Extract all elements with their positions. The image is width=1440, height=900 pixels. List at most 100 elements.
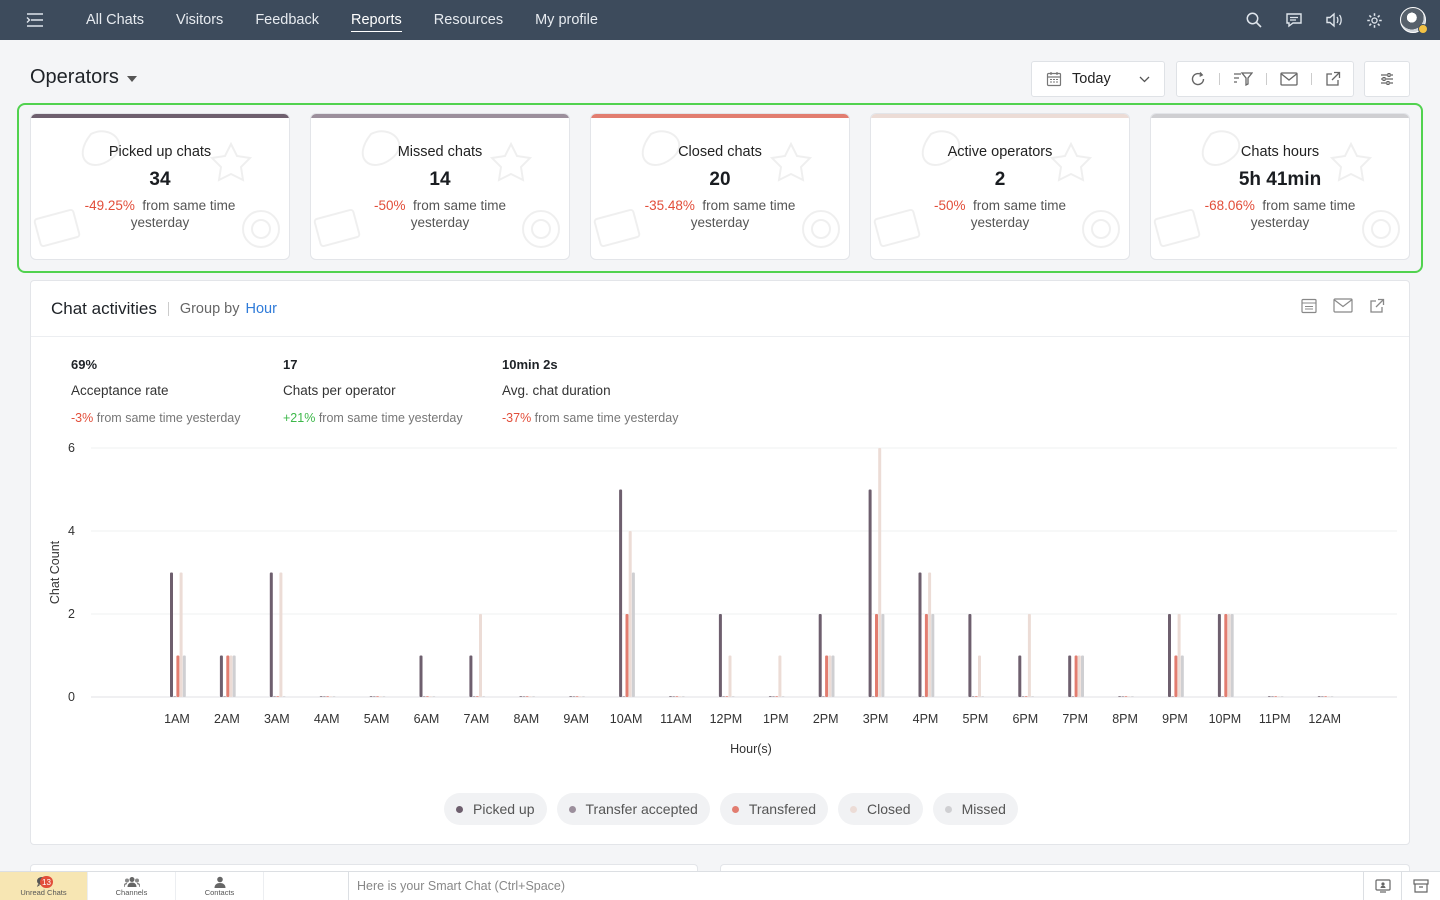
stat-label: Avg. chat duration — [502, 383, 611, 398]
kpi-delta-percent: -68.06% — [1204, 198, 1255, 213]
group-icon — [123, 876, 140, 887]
bar-transfer-accepted — [871, 696, 875, 697]
bar-picked-up — [319, 696, 323, 697]
kpi-value: 14 — [429, 169, 451, 190]
bar-closed — [828, 655, 832, 697]
bar-transfered — [525, 696, 529, 697]
bar-closed — [928, 572, 932, 697]
menu-toggle-button[interactable] — [0, 0, 70, 40]
search-button[interactable] — [1234, 0, 1274, 40]
person-icon — [214, 876, 225, 888]
x-tick-label: 6PM — [1012, 712, 1038, 726]
page-title-dropdown[interactable]: Operators — [30, 66, 137, 89]
bar-missed — [831, 655, 835, 697]
bar-missed — [1280, 696, 1284, 697]
bar-closed — [1277, 696, 1281, 697]
contacts-tab[interactable]: Contacts — [176, 872, 264, 900]
nav-tab-all-chats[interactable]: All Chats — [86, 12, 145, 28]
bar-transfer-accepted — [921, 696, 925, 697]
bar-picked-up — [718, 614, 722, 697]
notes-button[interactable] — [1402, 872, 1440, 900]
chats-button[interactable] — [1274, 0, 1314, 40]
kpi-delta-text: from same time yesterday — [970, 198, 1067, 230]
nav-tab-reports[interactable]: Reports — [335, 0, 418, 40]
kpi-delta: -35.48% from same time yesterday — [635, 197, 805, 231]
bar-transfered — [1274, 696, 1278, 697]
kpi-card-picked-up-chats[interactable]: Picked up chats 34 -49.25% from same time … — [30, 113, 290, 260]
stat-delta-percent: -37% — [502, 411, 532, 425]
stat-chats-per-operator: 17 Chats per operator +21% from same time … — [283, 357, 463, 425]
bar-transfered — [825, 655, 829, 697]
external-link-icon — [1325, 71, 1340, 86]
screen-share-button[interactable] — [1364, 872, 1402, 900]
x-tick-label: 11PM — [1259, 712, 1291, 726]
bar-missed — [981, 696, 985, 697]
kpi-card-active-operators[interactable]: Active operators 2 -50% from same time yes… — [870, 113, 1130, 260]
bar-transfered — [1024, 696, 1028, 697]
settings-filter-button[interactable] — [1364, 61, 1410, 97]
export-button[interactable] — [1325, 71, 1341, 87]
doodle-pattern — [33, 130, 280, 248]
bar-missed — [631, 572, 635, 697]
table-view-button[interactable] — [1301, 298, 1317, 319]
sound-button[interactable] — [1314, 0, 1354, 40]
bar-transfer-accepted — [1021, 696, 1025, 697]
toolbar-divider — [1265, 73, 1267, 85]
legend-label: Picked up — [473, 801, 535, 817]
date-range-select[interactable]: Today — [1031, 61, 1165, 97]
email-report-button[interactable] — [1279, 72, 1298, 86]
bar-transfer-accepted — [572, 696, 576, 697]
legend-label: Transfer accepted — [585, 801, 698, 817]
bar-missed — [1031, 696, 1035, 697]
bar-missed — [232, 655, 236, 697]
nav-tab-my-profile[interactable]: My profile — [535, 12, 598, 28]
smart-chat-input[interactable]: Here is your Smart Chat (Ctrl+Space) — [348, 872, 1364, 900]
group-by-label: Group by — [179, 300, 240, 317]
panel-export-button[interactable] — [1369, 298, 1385, 319]
kpi-accent-bar — [1151, 114, 1409, 118]
nav-tab-feedback[interactable]: Feedback — [255, 12, 319, 28]
bar-missed — [1130, 696, 1134, 697]
x-tick-label: 3AM — [264, 712, 290, 726]
y-tick-label: 4 — [68, 524, 75, 538]
x-tick-label: 6AM — [414, 712, 440, 726]
calendar-icon — [1046, 72, 1062, 87]
bar-transfer-accepted — [273, 696, 276, 697]
unread-chats-tab[interactable]: 13 Unread Chats — [0, 872, 88, 900]
group-by-selector[interactable]: Hour — [245, 300, 277, 317]
bar-picked-up — [669, 696, 672, 697]
filter-sort-button[interactable] — [1233, 71, 1253, 87]
chat-activities-panel: Chat activities Group by Hour 69% Accepta… — [30, 280, 1410, 845]
bar-closed — [379, 696, 383, 697]
x-tick-label: 1AM — [164, 712, 190, 726]
legend-closed[interactable]: Closed — [838, 793, 923, 825]
table-icon — [1301, 298, 1317, 314]
settings-button[interactable] — [1354, 0, 1394, 40]
channels-tab[interactable]: Channels — [88, 872, 176, 900]
bar-transfer-accepted — [1320, 696, 1324, 697]
nav-tab-resources[interactable]: Resources — [433, 12, 504, 28]
doodle-pattern — [313, 130, 560, 248]
kpi-card-chats-hours[interactable]: Chats hours 5h 41min -68.06% from same tim… — [1150, 113, 1410, 260]
legend-picked-up[interactable]: Picked up — [444, 793, 547, 825]
kpi-card-closed-chats[interactable]: Closed chats 20 -35.48% from same time yes… — [590, 113, 850, 260]
legend-transfer-accepted[interactable]: Transfer accepted — [556, 793, 710, 825]
x-tick-label: 5PM — [963, 712, 989, 726]
bar-picked-up — [868, 489, 872, 697]
x-tick-label: 10PM — [1209, 712, 1242, 726]
bar-missed — [881, 614, 885, 697]
panel-email-button[interactable] — [1333, 298, 1353, 319]
kpi-value: 20 — [709, 169, 731, 190]
x-tick-label: 9AM — [563, 712, 589, 726]
bar-transfer-accepted — [1171, 696, 1175, 697]
refresh-button[interactable] — [1190, 71, 1206, 87]
bar-transfered — [625, 614, 629, 697]
legend-missed[interactable]: Missed — [932, 793, 1018, 825]
kpi-card-missed-chats[interactable]: Missed chats 14 -50% from same time yester… — [310, 113, 570, 260]
bar-transfer-accepted — [622, 696, 626, 697]
legend-label: Missed — [961, 801, 1006, 817]
chart-legend: Picked up Transfer accepted Transfered Clos… — [31, 793, 1411, 825]
user-avatar[interactable] — [1400, 7, 1428, 34]
legend-transfered[interactable]: Transfered — [719, 793, 829, 825]
nav-tab-visitors[interactable]: Visitors — [176, 12, 224, 28]
